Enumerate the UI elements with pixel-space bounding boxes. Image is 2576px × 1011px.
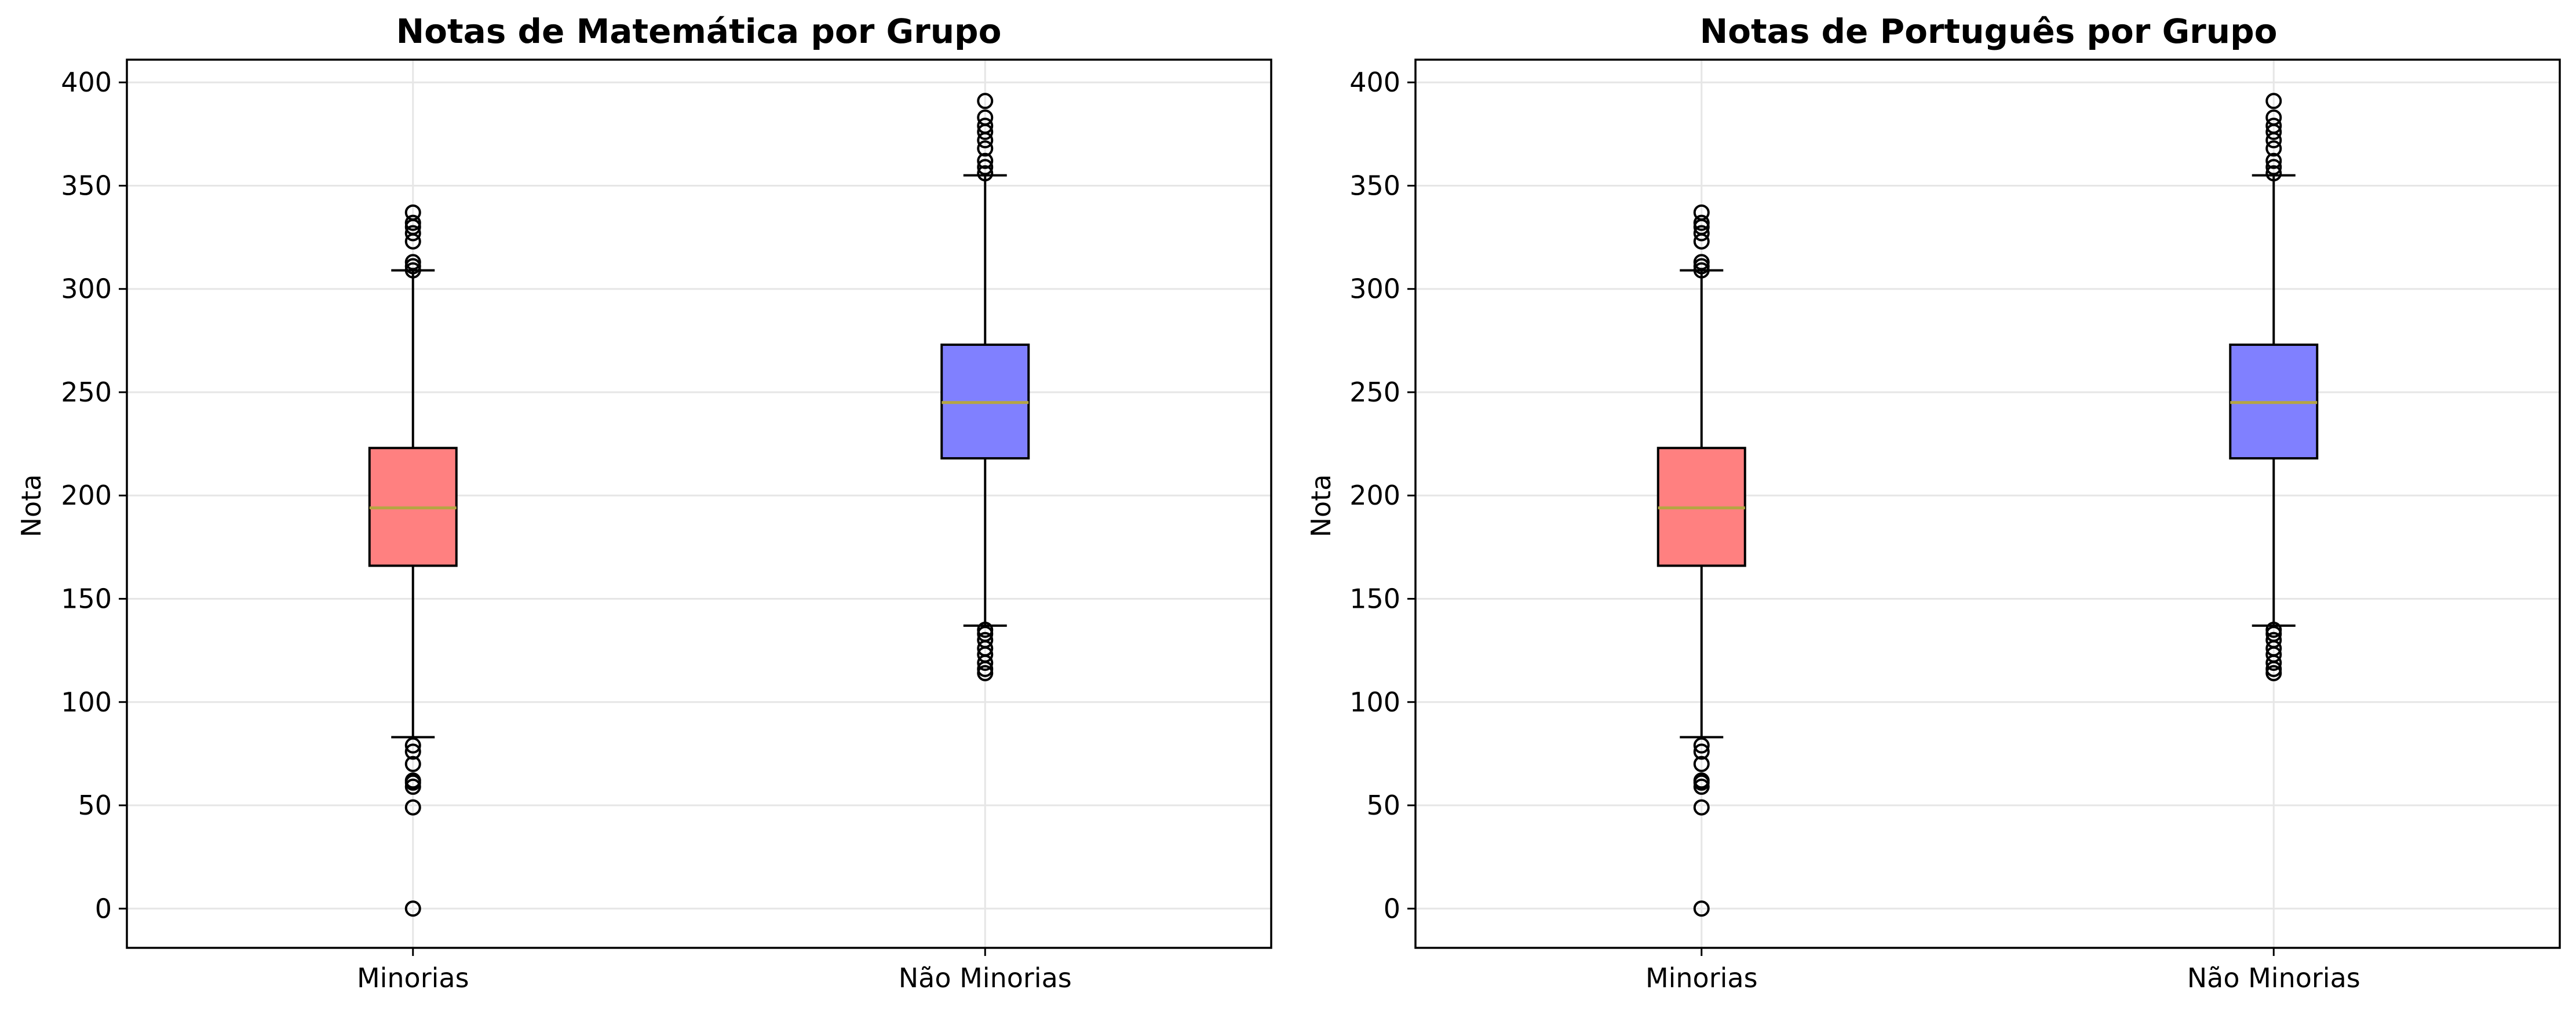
- y-tick-label: 200: [61, 480, 112, 511]
- box-1-outlier-point: [404, 214, 421, 231]
- box-2-outlier-point: [977, 140, 994, 157]
- box-1-outlier-point: [1693, 737, 1710, 754]
- box-1-outlier-point: [404, 900, 421, 917]
- y-tick-label: 400: [1349, 67, 1400, 98]
- box-1-outlier-point: [1693, 225, 1710, 242]
- box-2-outlier-point: [2265, 152, 2282, 169]
- grid: [127, 60, 1271, 948]
- box-2-outlier-point: [2265, 118, 2282, 134]
- box-1-outlier-point: [1693, 204, 1710, 221]
- box-2-outlier-point: [977, 152, 994, 169]
- box-2-outlier-point: [2265, 621, 2282, 638]
- y-tick-label: 0: [95, 893, 112, 924]
- y-tick-label: 300: [61, 273, 112, 305]
- box-2-outlier-point: [977, 93, 994, 110]
- box-marks: [1656, 93, 2319, 917]
- chart-title: Notas de Matemática por Grupo: [396, 12, 1002, 51]
- box-1-outlier-point: [404, 204, 421, 221]
- portuguese-boxplot-panel: Notas de Português por Grupo Nota 0 50 100…: [1305, 12, 2561, 994]
- x-tick-label: Não Minorias: [899, 962, 1072, 994]
- box-2-outlier-point: [2265, 140, 2282, 157]
- y-tick-label: 100: [61, 687, 112, 718]
- y-tick-label: 100: [1349, 687, 1400, 718]
- y-tick-label: 400: [61, 67, 112, 98]
- y-tick-label: 250: [61, 377, 112, 408]
- box-2-outlier-point: [2265, 109, 2282, 126]
- box-1-outlier-point: [404, 799, 421, 816]
- y-tick-label: 50: [1366, 790, 1400, 821]
- x-tick-label: Minorias: [357, 962, 469, 994]
- box-1-outlier-point: [1693, 254, 1710, 271]
- y-tick-label: 50: [78, 790, 112, 821]
- box-1-outlier-point: [404, 772, 421, 789]
- box-1-outlier-point: [404, 254, 421, 271]
- y-tick-label: 0: [1384, 893, 1400, 924]
- y-tick-label: 200: [1349, 480, 1400, 511]
- plot-frame: [126, 59, 1272, 949]
- box-1-outlier-point: [1693, 772, 1710, 789]
- y-tick-label: 350: [61, 170, 112, 201]
- y-tick-label: 350: [1349, 170, 1400, 201]
- y-tick-label: 150: [1349, 583, 1400, 614]
- box-2-outlier-point: [977, 632, 994, 648]
- box-2-outlier-point: [977, 109, 994, 126]
- axes: 0 50 100 150 200 250 300 350 400 Minorias Não Mino…: [1349, 67, 2360, 994]
- box-1-outlier-point: [1693, 743, 1710, 760]
- box-1-outlier-point: [1693, 900, 1710, 917]
- box-1-outlier-point: [404, 743, 421, 760]
- box-2-outlier-point: [2265, 93, 2282, 110]
- box-2-outlier-point: [977, 118, 994, 134]
- y-tick-label: 300: [1349, 273, 1400, 305]
- axes: 0 50 100 150 200 250 300 350 400 Minorias Não Mino…: [61, 67, 1072, 994]
- plot-frame: [1414, 59, 2561, 949]
- y-axis-label: Nota: [16, 475, 47, 538]
- box-1-outlier-point: [1693, 755, 1710, 772]
- math-boxplot-panel: Notas de Matemática por Grupo Nota 0 50 10…: [16, 12, 1272, 994]
- y-axis-label: Nota: [1305, 475, 1337, 538]
- box-1-outlier-point: [404, 225, 421, 242]
- box-1-outlier-point: [404, 737, 421, 754]
- y-tick-label: 250: [1349, 377, 1400, 408]
- box-2-outlier-point: [977, 621, 994, 638]
- box-marks: [368, 93, 1030, 917]
- box-2-outlier-point: [2265, 632, 2282, 648]
- box-2-outlier-point: [2265, 165, 2282, 182]
- chart-title: Notas de Português por Grupo: [1700, 12, 2278, 51]
- y-tick-label: 150: [61, 583, 112, 614]
- box-1-outlier-point: [404, 755, 421, 772]
- box-1-outlier-point: [1693, 799, 1710, 816]
- box-1-outlier-point: [1693, 214, 1710, 231]
- x-tick-label: Minorias: [1645, 962, 1758, 994]
- box-2-outlier-point: [977, 165, 994, 182]
- x-tick-label: Não Minorias: [2187, 962, 2360, 994]
- box-2-outlier-point: [2265, 159, 2282, 176]
- box-2-outlier-point: [977, 159, 994, 176]
